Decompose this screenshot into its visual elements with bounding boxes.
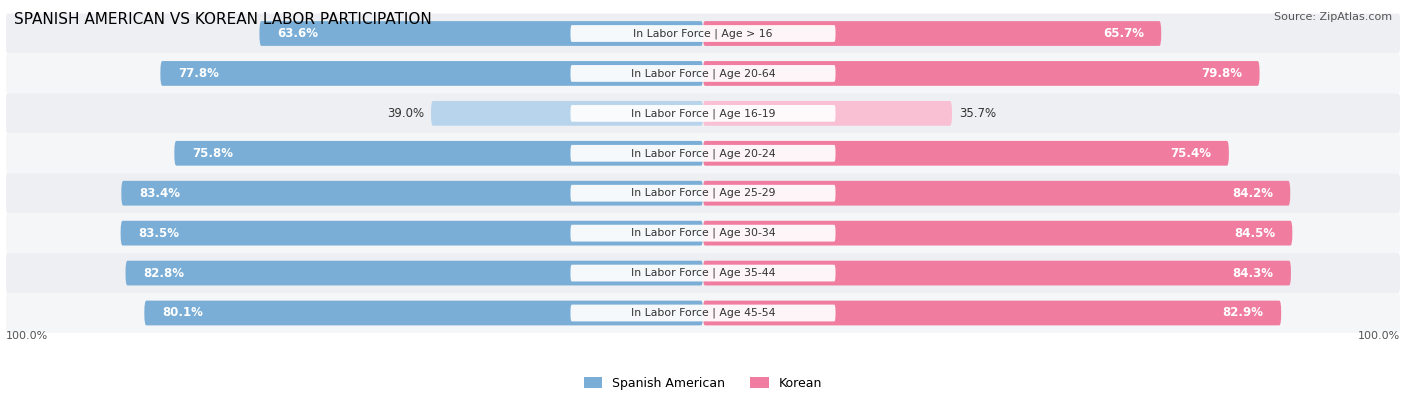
FancyBboxPatch shape	[571, 185, 835, 201]
Text: 100.0%: 100.0%	[1358, 331, 1400, 341]
Text: SPANISH AMERICAN VS KOREAN LABOR PARTICIPATION: SPANISH AMERICAN VS KOREAN LABOR PARTICI…	[14, 12, 432, 27]
Text: In Labor Force | Age 25-29: In Labor Force | Age 25-29	[631, 188, 775, 198]
FancyBboxPatch shape	[6, 93, 1400, 134]
FancyBboxPatch shape	[571, 225, 835, 241]
FancyBboxPatch shape	[121, 181, 703, 205]
FancyBboxPatch shape	[571, 105, 835, 122]
Text: 77.8%: 77.8%	[177, 67, 219, 80]
FancyBboxPatch shape	[260, 21, 703, 46]
FancyBboxPatch shape	[703, 21, 1161, 46]
FancyBboxPatch shape	[703, 141, 1229, 166]
FancyBboxPatch shape	[160, 61, 703, 86]
FancyBboxPatch shape	[125, 261, 703, 286]
Text: In Labor Force | Age 30-34: In Labor Force | Age 30-34	[631, 228, 775, 239]
FancyBboxPatch shape	[174, 141, 703, 166]
Text: Source: ZipAtlas.com: Source: ZipAtlas.com	[1274, 12, 1392, 22]
FancyBboxPatch shape	[6, 173, 1400, 213]
Text: 39.0%: 39.0%	[387, 107, 425, 120]
FancyBboxPatch shape	[6, 134, 1400, 173]
Text: 63.6%: 63.6%	[277, 27, 318, 40]
Text: 100.0%: 100.0%	[6, 331, 48, 341]
FancyBboxPatch shape	[703, 221, 1292, 246]
Text: In Labor Force | Age 20-64: In Labor Force | Age 20-64	[631, 68, 775, 79]
Text: In Labor Force | Age 45-54: In Labor Force | Age 45-54	[631, 308, 775, 318]
FancyBboxPatch shape	[703, 101, 952, 126]
FancyBboxPatch shape	[6, 213, 1400, 253]
Text: 84.5%: 84.5%	[1234, 227, 1275, 240]
FancyBboxPatch shape	[6, 53, 1400, 93]
Text: In Labor Force | Age 35-44: In Labor Force | Age 35-44	[631, 268, 775, 278]
Text: 65.7%: 65.7%	[1102, 27, 1144, 40]
FancyBboxPatch shape	[571, 265, 835, 282]
FancyBboxPatch shape	[145, 301, 703, 325]
FancyBboxPatch shape	[6, 253, 1400, 293]
Text: 84.3%: 84.3%	[1233, 267, 1274, 280]
FancyBboxPatch shape	[571, 25, 835, 42]
FancyBboxPatch shape	[432, 101, 703, 126]
Legend: Spanish American, Korean: Spanish American, Korean	[578, 372, 828, 395]
FancyBboxPatch shape	[703, 61, 1260, 86]
Text: 75.4%: 75.4%	[1170, 147, 1212, 160]
Text: 82.8%: 82.8%	[143, 267, 184, 280]
FancyBboxPatch shape	[6, 13, 1400, 53]
Text: 83.5%: 83.5%	[138, 227, 179, 240]
Text: 83.4%: 83.4%	[139, 187, 180, 200]
Text: In Labor Force | Age 20-24: In Labor Force | Age 20-24	[631, 148, 775, 158]
FancyBboxPatch shape	[703, 181, 1291, 205]
FancyBboxPatch shape	[571, 145, 835, 162]
FancyBboxPatch shape	[571, 305, 835, 322]
Text: 35.7%: 35.7%	[959, 107, 995, 120]
Text: In Labor Force | Age 16-19: In Labor Force | Age 16-19	[631, 108, 775, 118]
FancyBboxPatch shape	[6, 293, 1400, 333]
Text: In Labor Force | Age > 16: In Labor Force | Age > 16	[633, 28, 773, 39]
Text: 84.2%: 84.2%	[1232, 187, 1272, 200]
Text: 82.9%: 82.9%	[1223, 307, 1264, 320]
Text: 79.8%: 79.8%	[1201, 67, 1241, 80]
Text: 75.8%: 75.8%	[191, 147, 233, 160]
FancyBboxPatch shape	[121, 221, 703, 246]
FancyBboxPatch shape	[703, 261, 1291, 286]
FancyBboxPatch shape	[571, 65, 835, 82]
Text: 80.1%: 80.1%	[162, 307, 202, 320]
FancyBboxPatch shape	[703, 301, 1281, 325]
